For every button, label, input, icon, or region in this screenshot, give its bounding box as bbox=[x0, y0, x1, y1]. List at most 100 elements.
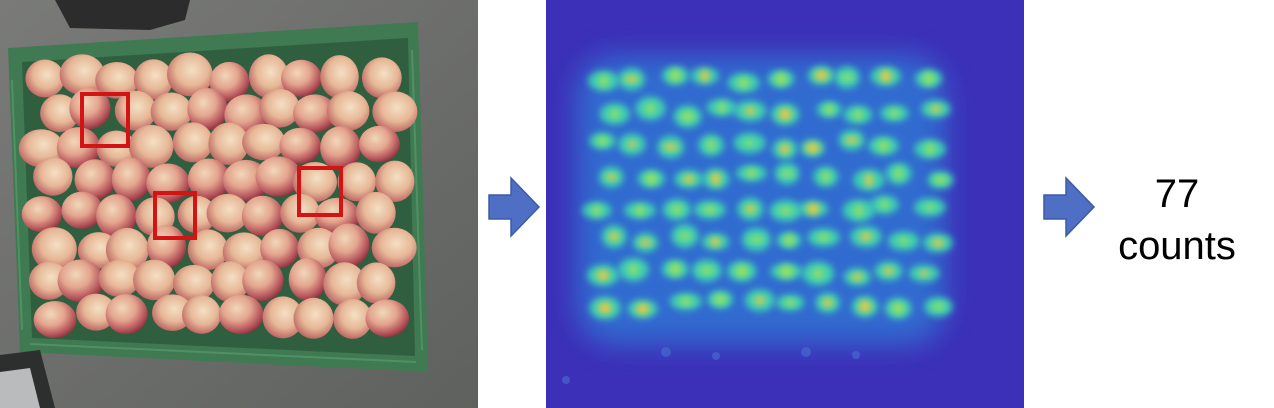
peach bbox=[209, 61, 250, 102]
density-peak bbox=[745, 107, 756, 115]
density-peak bbox=[711, 172, 721, 185]
density-peak bbox=[679, 297, 693, 306]
density-peak bbox=[597, 270, 609, 281]
density-peak bbox=[892, 302, 905, 314]
density-peak bbox=[821, 171, 831, 182]
density-peak bbox=[639, 239, 652, 246]
density-peak bbox=[629, 264, 638, 275]
peach bbox=[371, 227, 417, 268]
peaches-cluster bbox=[18, 52, 418, 339]
peach bbox=[326, 91, 370, 131]
density-peak bbox=[932, 238, 944, 247]
density-peak bbox=[606, 173, 617, 181]
peach bbox=[105, 294, 148, 335]
density-peak bbox=[933, 303, 944, 311]
density-peak bbox=[671, 205, 683, 214]
density-peak bbox=[608, 232, 620, 241]
density-peak bbox=[845, 136, 858, 144]
peach bbox=[182, 295, 221, 334]
peach bbox=[206, 193, 249, 233]
peach bbox=[323, 262, 366, 306]
peach bbox=[337, 162, 376, 202]
density-peak bbox=[625, 75, 639, 83]
density-peak bbox=[678, 232, 691, 240]
density-peak bbox=[806, 203, 820, 215]
peach bbox=[114, 90, 157, 131]
peach bbox=[133, 259, 176, 301]
density-peak bbox=[864, 174, 873, 186]
density-peak bbox=[925, 143, 935, 155]
peach bbox=[320, 55, 359, 99]
density-peak bbox=[880, 200, 889, 209]
density-peak bbox=[898, 237, 909, 245]
density-peak bbox=[859, 300, 871, 313]
peach bbox=[293, 94, 337, 133]
density-peak bbox=[598, 302, 612, 314]
density-peak bbox=[860, 232, 872, 241]
density-peak bbox=[710, 237, 721, 246]
density-peak bbox=[592, 205, 601, 216]
density-peak bbox=[754, 296, 765, 305]
peach bbox=[249, 54, 289, 99]
density-peak bbox=[779, 207, 793, 215]
peach bbox=[59, 54, 105, 95]
density-peak bbox=[822, 298, 833, 307]
density-peak bbox=[778, 108, 792, 120]
density-peak bbox=[735, 265, 749, 277]
peach bbox=[167, 52, 213, 97]
density-peak bbox=[744, 139, 755, 146]
density-peak bbox=[664, 143, 678, 151]
peach-crate-photo bbox=[0, 0, 478, 408]
peach bbox=[69, 87, 111, 130]
density-peak bbox=[919, 270, 929, 277]
density-peak bbox=[883, 267, 894, 275]
density-peak bbox=[646, 103, 655, 114]
density-peak bbox=[878, 140, 889, 151]
right-arrow-icon bbox=[1042, 176, 1096, 238]
peach bbox=[187, 158, 230, 201]
bag-object bbox=[55, 0, 190, 30]
density-peak bbox=[805, 143, 820, 153]
peach bbox=[210, 261, 249, 303]
count-result: 77 counts bbox=[1100, 168, 1254, 272]
density-peak bbox=[894, 168, 903, 180]
density-peak bbox=[749, 236, 764, 243]
peach bbox=[133, 59, 173, 100]
density-peak bbox=[780, 170, 794, 177]
density-peak bbox=[780, 143, 790, 155]
peach bbox=[293, 297, 334, 339]
peach bbox=[187, 229, 228, 270]
peach bbox=[150, 92, 193, 131]
density-peak bbox=[703, 205, 716, 214]
peach bbox=[21, 196, 63, 233]
peach bbox=[255, 156, 302, 197]
peach bbox=[222, 232, 266, 271]
peach bbox=[218, 294, 264, 335]
peach bbox=[359, 125, 400, 163]
density-peak bbox=[785, 298, 796, 307]
density-peak bbox=[817, 234, 830, 241]
peach bbox=[146, 163, 190, 204]
peach bbox=[172, 264, 215, 302]
density-peak bbox=[713, 294, 727, 305]
peach bbox=[187, 88, 228, 131]
density-peak bbox=[669, 69, 682, 82]
peach bbox=[328, 223, 370, 267]
density-peak bbox=[636, 303, 650, 315]
peach bbox=[172, 122, 213, 163]
peach bbox=[25, 59, 65, 98]
peach bbox=[259, 88, 300, 128]
density-peak bbox=[812, 268, 824, 279]
density-peak bbox=[707, 139, 716, 151]
density-peak bbox=[925, 204, 934, 211]
density-peak bbox=[775, 73, 788, 85]
peach bbox=[320, 126, 361, 170]
peach bbox=[33, 157, 73, 196]
density-peak bbox=[746, 169, 757, 178]
peach bbox=[355, 191, 396, 234]
peach bbox=[242, 123, 286, 161]
density-peak bbox=[700, 70, 709, 82]
peach bbox=[28, 261, 69, 300]
peach bbox=[241, 195, 284, 237]
density-peak bbox=[669, 263, 681, 275]
